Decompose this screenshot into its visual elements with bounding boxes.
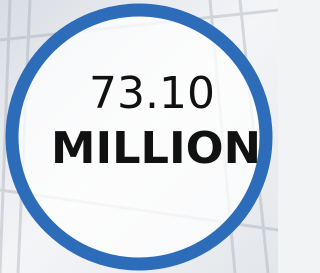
page: {"badge": {"value": "73.10", "unit": "MI… <box>0 0 278 273</box>
badge-graphic: 73.10 MILLION <box>0 0 278 273</box>
unit-text: MILLION <box>51 123 261 174</box>
value-text: 73.10 <box>89 68 215 119</box>
